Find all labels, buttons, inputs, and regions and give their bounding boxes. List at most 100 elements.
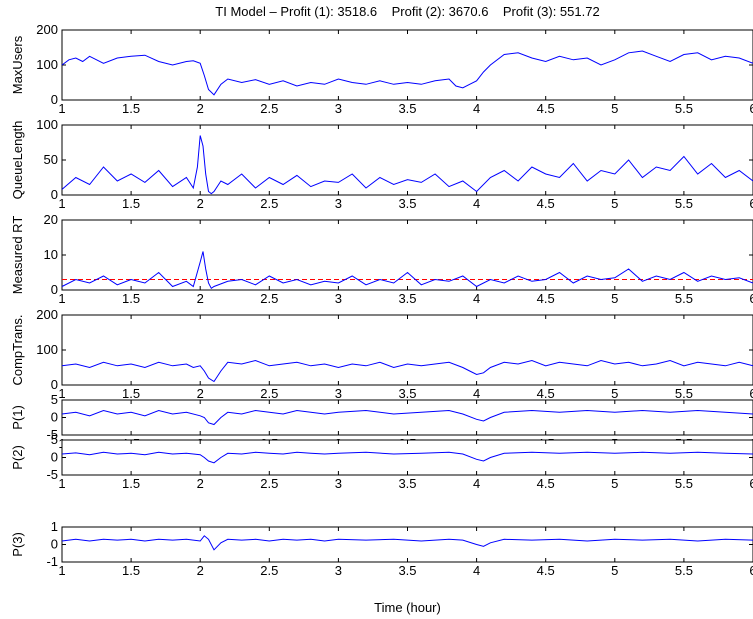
x-tick-label: 3.5: [398, 101, 416, 116]
x-tick-label: 5: [611, 386, 618, 401]
series-line: [61, 359, 753, 383]
x-tick-label: 5: [611, 563, 618, 578]
y-axis-label: CompTrans.: [10, 314, 25, 385]
x-tick-label: 4: [473, 386, 480, 401]
x-tick-label: 4.5: [537, 476, 555, 491]
x-tick-label: 6: [749, 476, 753, 491]
series-line: [61, 451, 753, 464]
y-tick-label: 5: [51, 432, 58, 447]
x-tick-label: 1.5: [122, 476, 140, 491]
x-tick-label: 5.5: [675, 476, 693, 491]
x-tick-label: 2: [197, 386, 204, 401]
axes-box: [61, 124, 753, 196]
x-tick-label: 6: [749, 101, 753, 116]
x-tick-label: 3.5: [398, 386, 416, 401]
series-line: [61, 135, 753, 195]
x-tick-label: 1: [58, 291, 65, 306]
x-tick-label: 2: [197, 563, 204, 578]
x-tick-label: 3: [335, 196, 342, 211]
axes-box: [61, 29, 753, 101]
x-tick-label: 3: [335, 563, 342, 578]
y-tick-label: 100: [36, 57, 58, 72]
x-tick-label: 2.5: [260, 291, 278, 306]
x-tick-label: 1: [58, 476, 65, 491]
x-tick-label: 5.5: [675, 563, 693, 578]
x-tick-label: 3: [335, 291, 342, 306]
axes-box: [61, 439, 753, 476]
x-tick-label: 2.5: [260, 196, 278, 211]
x-tick-label: 1: [58, 101, 65, 116]
y-tick-label: -5: [46, 427, 58, 442]
y-axis-label: P(2): [10, 445, 25, 470]
x-tick-label: 2.5: [260, 476, 278, 491]
x-tick-label: 2: [197, 476, 204, 491]
y-tick-label: 200: [36, 307, 58, 322]
x-tick-label: 4.5: [537, 563, 555, 578]
x-tick-label: 2: [197, 291, 204, 306]
axes-box: [61, 526, 753, 563]
x-tick-label: 1.5: [122, 196, 140, 211]
y-tick-label: 0: [51, 450, 58, 465]
axes-box: [61, 314, 753, 386]
y-tick-label: 0: [51, 377, 58, 392]
y-tick-label: 100: [36, 117, 58, 132]
y-axis-label: P(3): [10, 532, 25, 557]
y-tick-label: 50: [44, 152, 58, 167]
y-tick-label: 200: [36, 22, 58, 37]
y-tick-label: 20: [44, 212, 58, 227]
x-tick-label: 1: [58, 196, 65, 211]
axes-box: [61, 399, 753, 436]
x-tick-label: 3: [335, 476, 342, 491]
x-tick-label: 6: [749, 563, 753, 578]
x-tick-label: 6: [749, 386, 753, 401]
x-tick-label: 1: [58, 386, 65, 401]
x-tick-label: 3.5: [398, 563, 416, 578]
series-line: [61, 535, 753, 551]
x-tick-label: 3.5: [398, 291, 416, 306]
x-tick-label: 5: [611, 196, 618, 211]
x-tick-label: 4: [473, 291, 480, 306]
x-tick-label: 4.5: [537, 386, 555, 401]
x-tick-label: 2.5: [260, 563, 278, 578]
series-line: [61, 50, 753, 96]
x-tick-label: 2.5: [260, 386, 278, 401]
y-tick-label: 100: [36, 342, 58, 357]
x-tick-label: 1.5: [122, 386, 140, 401]
y-tick-label: 0: [51, 282, 58, 297]
y-tick-label: 10: [44, 247, 58, 262]
y-tick-label: -1: [46, 554, 58, 569]
x-tick-label: 4: [473, 101, 480, 116]
y-tick-label: 0: [51, 537, 58, 552]
x-tick-label: 2: [197, 196, 204, 211]
x-tick-label: 3.5: [398, 476, 416, 491]
x-tick-label: 5.5: [675, 101, 693, 116]
x-tick-label: 6: [749, 196, 753, 211]
x-tick-label: 1.5: [122, 291, 140, 306]
x-tick-label: 4.5: [537, 291, 555, 306]
figure-title: TI Model – Profit (1): 3518.6 Profit (2)…: [215, 4, 600, 19]
y-tick-label: 0: [51, 92, 58, 107]
x-tick-label: 5: [611, 476, 618, 491]
x-tick-label: 5.5: [675, 386, 693, 401]
x-tick-label: 3.5: [398, 196, 416, 211]
x-axis-label: Time (hour): [374, 600, 441, 615]
x-tick-label: 4: [473, 196, 480, 211]
x-tick-label: 5: [611, 291, 618, 306]
x-tick-label: 4: [473, 563, 480, 578]
x-tick-label: 6: [749, 291, 753, 306]
y-axis-label: Measured RT: [10, 216, 25, 295]
y-tick-label: -5: [46, 467, 58, 482]
x-tick-label: 1: [58, 563, 65, 578]
x-tick-label: 5.5: [675, 291, 693, 306]
y-tick-label: 0: [51, 410, 58, 425]
series-line: [61, 409, 753, 426]
x-tick-label: 2.5: [260, 101, 278, 116]
y-tick-label: 0: [51, 187, 58, 202]
x-tick-label: 5.5: [675, 196, 693, 211]
x-tick-label: 1.5: [122, 101, 140, 116]
y-axis-label: P(1): [10, 405, 25, 430]
x-tick-label: 4.5: [537, 196, 555, 211]
x-tick-label: 2: [197, 101, 204, 116]
y-tick-label: 5: [51, 392, 58, 407]
